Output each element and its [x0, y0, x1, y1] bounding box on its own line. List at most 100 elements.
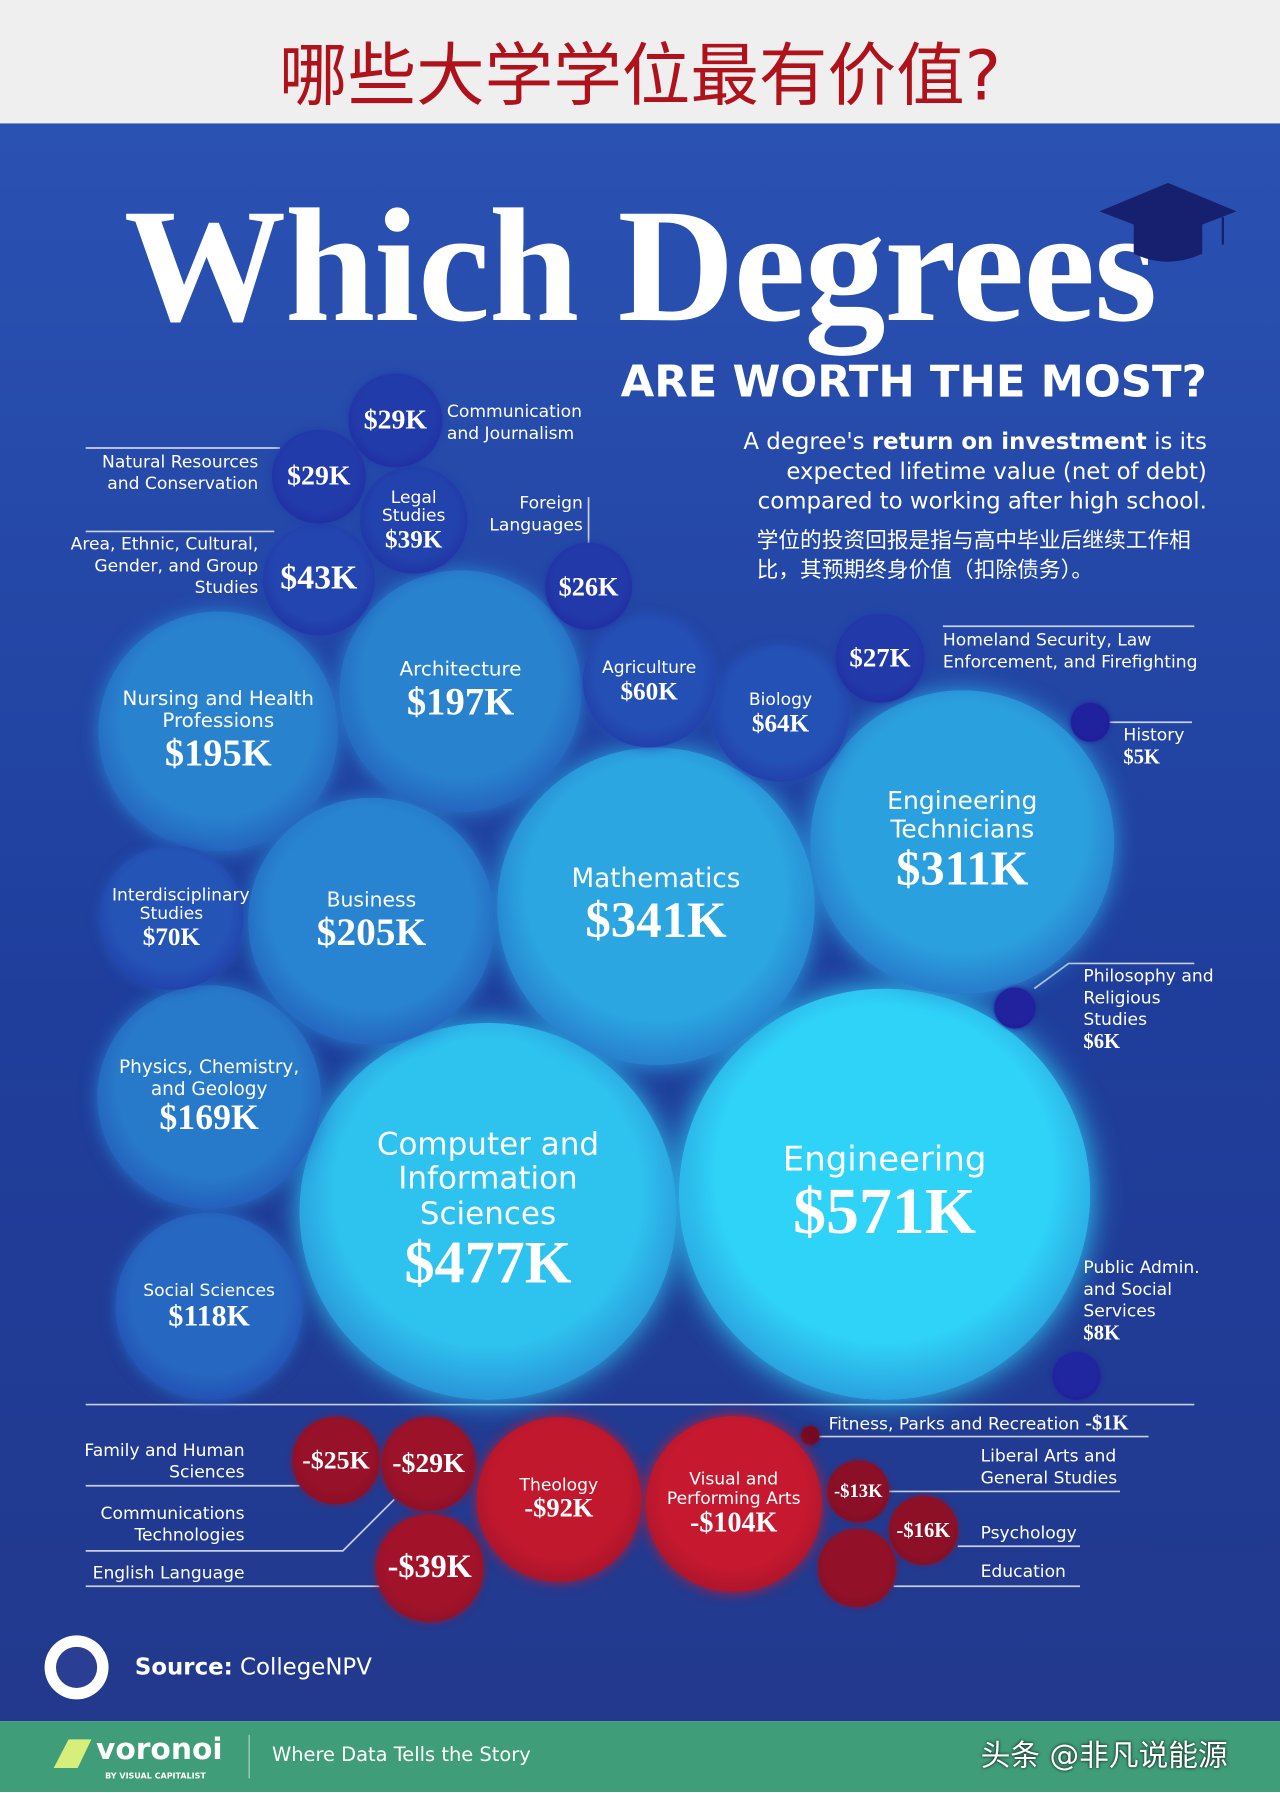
value-label: $27K	[849, 643, 911, 673]
bubble: $26K	[544, 542, 633, 631]
footer-bar	[0, 1721, 1280, 1792]
bubble: $29K	[272, 430, 366, 523]
bubble: $27K	[835, 613, 925, 703]
bubble-label: Physics, Chemistry, and Geology	[119, 1056, 300, 1099]
value-label: $341K	[585, 891, 727, 950]
bubble-label: Public Admin. and Social Services	[1083, 1257, 1200, 1322]
leader-line	[85, 1498, 395, 1552]
bubble-label: Area, Ethnic, Cultural, Gender, and Grou…	[70, 533, 259, 598]
leader-line	[1033, 962, 1195, 990]
bubble-label: Engineering	[782, 1139, 987, 1180]
value-label: $477K	[404, 1229, 572, 1296]
bubble: Theology -$92K	[476, 1416, 642, 1582]
value-label: -$92K	[524, 1493, 594, 1524]
outside-label: Area, Ethnic, Cultural, Gender, and Grou…	[58, 533, 259, 599]
value-label: $5K	[1123, 745, 1161, 768]
bubble-label: Engineering Technicians	[887, 787, 1038, 845]
chart-title: Which Degrees	[123, 174, 1157, 356]
bubble-label: Computer and Information Sciences	[376, 1126, 600, 1232]
bubble-label: Theology	[519, 1474, 599, 1496]
value-label: $311K	[896, 842, 1029, 897]
brand-sub: BY VISUAL CAPITALIST	[105, 1771, 206, 1781]
bubble: Biology $64K	[711, 644, 850, 782]
bubble: Business $205K	[248, 797, 495, 1045]
outside-label: Homeland Security, Law Enforcement, and …	[943, 630, 1217, 673]
bubble-label: Homeland Security, Law Enforcement, and …	[942, 629, 1198, 672]
bubble: Architecture $197K	[339, 570, 582, 813]
bubble: Social Sciences $118K	[115, 1212, 303, 1400]
outside-label: History $5K	[1123, 725, 1214, 770]
description-text: is its expected lifetime value (net of d…	[757, 427, 1207, 515]
value-label: $29K	[287, 460, 351, 492]
value-label: $205K	[316, 910, 427, 955]
outside-label: Natural Resources and Conservation	[75, 451, 258, 494]
bubble-label: Communications Technologies	[100, 1502, 245, 1546]
value-label: -$29K	[392, 1448, 465, 1480]
header-title: 哪些大学学位最有价值?	[278, 36, 1002, 117]
outside-label: Psychology	[981, 1522, 1118, 1544]
source-label: Source:	[134, 1652, 233, 1680]
bubble: -$25K	[292, 1417, 380, 1504]
outside-label: Family and Human Sciences	[73, 1440, 244, 1483]
bubble: Engineering Technicians $311K	[810, 690, 1115, 995]
outside-label: Liberal Arts and General Studies	[981, 1446, 1141, 1489]
bubble	[1071, 703, 1110, 742]
source: Source: CollegeNPV	[135, 1653, 372, 1680]
bubble-label: Mathematics	[571, 863, 741, 894]
outside-label: Education	[981, 1561, 1118, 1583]
value-label: $39K	[385, 524, 443, 554]
bubble: Legal Studies $39K	[359, 466, 468, 574]
outside-label: English Language	[50, 1562, 245, 1584]
watermark: 头条 @非凡说能源	[980, 1739, 1228, 1774]
bubble: Agriculture $60K	[582, 614, 716, 748]
value-label: $60K	[620, 676, 678, 705]
bubble	[1052, 1351, 1101, 1401]
bubble: -$39K	[375, 1514, 484, 1622]
bubble-label: Social Sciences	[143, 1279, 275, 1301]
bubble: Computer and Information Sciences $477K	[299, 1023, 676, 1400]
bubble-label: Education	[980, 1561, 1066, 1582]
bubble-label: Communication and Journalism	[446, 401, 582, 444]
bubble: Nursing and Health Professions $195K	[98, 611, 339, 852]
value-label: -$16K	[896, 1518, 951, 1542]
value-label: $64K	[751, 708, 810, 737]
bubble: -$16K	[888, 1495, 958, 1565]
outside-label: Philosophy and Religious Studies $6K	[1083, 966, 1220, 1054]
bubble-label: English Language	[92, 1562, 245, 1583]
bubble-label: Philosophy and Religious Studies	[1083, 965, 1214, 1030]
bubble-label: Visual and Performing Arts	[666, 1468, 801, 1509]
value-label: -$25K	[302, 1445, 370, 1475]
bubble-label: Architecture	[399, 658, 522, 682]
value-label: $43K	[280, 560, 358, 598]
bubble-label: Interdisciplinary Studies	[111, 884, 250, 924]
description-bold: return on investment	[871, 427, 1147, 455]
header-bar: 哪些大学学位最有价值?	[0, 0, 1280, 124]
bubble: Mathematics $341K	[497, 747, 815, 1066]
value-label: $571K	[793, 1176, 976, 1249]
brand-logo	[53, 1739, 92, 1768]
source-text: CollegeNPV	[240, 1652, 372, 1680]
value-label: $26K	[558, 571, 619, 602]
bubble	[993, 986, 1036, 1030]
outside-label: Fitness, Parks and Recreation -$1K	[829, 1411, 1172, 1436]
source-icon-inner	[55, 1646, 98, 1688]
bubble-label: Foreign Languages	[489, 492, 583, 535]
value-label: -$104K	[689, 1507, 778, 1539]
bubble: Physics, Chemistry, and Geology $169K	[97, 985, 322, 1210]
value-label: -$39K	[387, 1549, 472, 1586]
description-text: A degree's	[743, 427, 872, 455]
outside-label: Foreign Languages	[469, 493, 583, 536]
bubble-label: Liberal Arts and General Studies	[980, 1445, 1118, 1488]
value-label: $70K	[142, 922, 201, 952]
value-label: -$1K	[1085, 1411, 1129, 1435]
bubble: $43K	[262, 522, 376, 636]
bubble-label: History	[1123, 724, 1185, 746]
bubble: Interdisciplinary Studies $70K	[99, 845, 250, 990]
value-label: -$13K	[833, 1480, 883, 1503]
outside-label: Public Admin. and Social Services $8K	[1083, 1257, 1220, 1345]
cap-base	[1133, 223, 1203, 262]
tagline: Where Data Tells the Story	[271, 1743, 531, 1767]
